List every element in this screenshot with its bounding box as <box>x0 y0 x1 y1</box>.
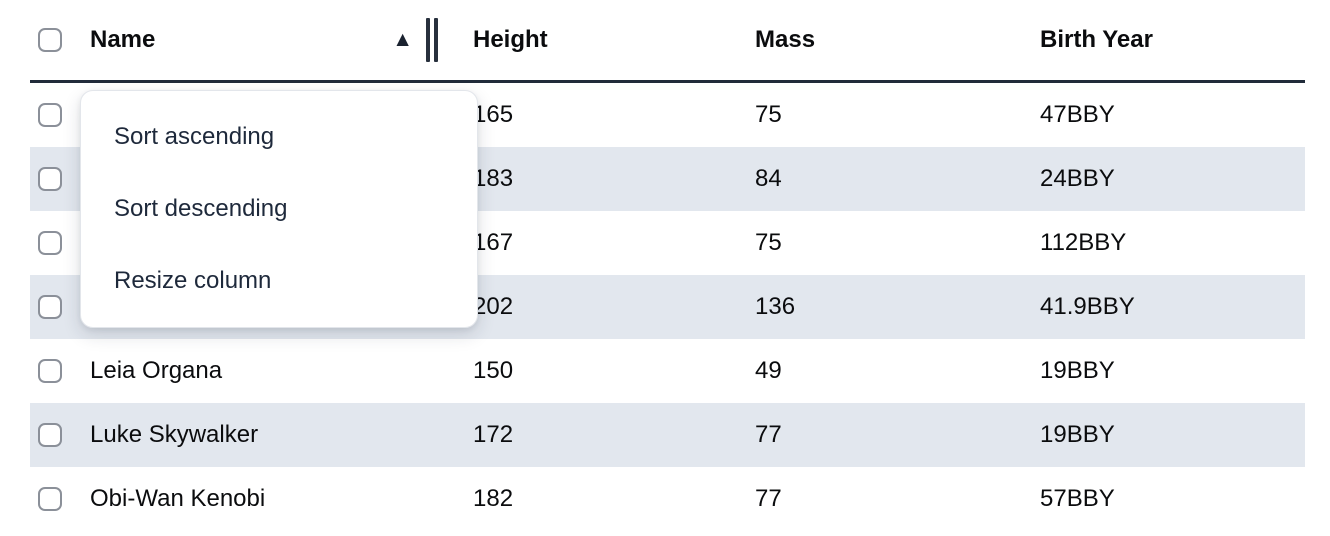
cell-mass: 77 <box>755 485 782 512</box>
row-checkbox[interactable] <box>38 231 62 255</box>
cell-mass: 75 <box>755 229 782 256</box>
row-checkbox[interactable] <box>38 295 62 319</box>
column-header-mass[interactable]: Mass <box>755 26 816 53</box>
row-checkbox[interactable] <box>38 487 62 511</box>
row-checkbox[interactable] <box>38 359 62 383</box>
cell-mass: 75 <box>755 101 782 128</box>
cell-mass: 77 <box>755 421 782 448</box>
table-row[interactable]: Luke Skywalker 172 77 19BBY <box>30 403 1305 467</box>
table-row[interactable]: Obi-Wan Kenobi 182 77 57BBY <box>30 467 1305 514</box>
cell-birth-year: 57BBY <box>1040 485 1115 512</box>
column-header-menu: Sort ascending Sort descending Resize co… <box>80 90 478 328</box>
cell-birth-year: 41.9BBY <box>1040 293 1135 320</box>
cell-height: 150 <box>473 357 514 384</box>
cell-birth-year: 19BBY <box>1040 357 1115 384</box>
cell-name: Luke Skywalker <box>90 421 259 448</box>
cell-height: 167 <box>473 229 514 256</box>
table-row[interactable]: Leia Organa 150 49 19BBY <box>30 339 1305 403</box>
header-checkbox-cell <box>30 28 90 52</box>
cell-birth-year: 24BBY <box>1040 165 1115 192</box>
cell-name: Obi-Wan Kenobi <box>90 485 266 512</box>
cell-birth-year: 112BBY <box>1040 229 1127 256</box>
cell-mass: 84 <box>755 165 782 192</box>
menu-item-sort-ascending[interactable]: Sort ascending <box>114 123 275 150</box>
cell-height: 202 <box>473 293 514 320</box>
cell-height: 165 <box>473 101 514 128</box>
column-header-name-label: Name <box>90 26 156 53</box>
cell-name: Leia Organa <box>90 357 223 384</box>
cell-mass: 49 <box>755 357 782 384</box>
menu-item-resize-column[interactable]: Resize column <box>114 267 272 294</box>
cell-height: 182 <box>473 485 514 512</box>
column-header-height[interactable]: Height <box>473 26 548 53</box>
row-checkbox[interactable] <box>38 167 62 191</box>
cell-birth-year: 47BBY <box>1040 101 1115 128</box>
cell-height: 172 <box>473 421 514 448</box>
menu-item-sort-descending[interactable]: Sort descending <box>114 195 288 222</box>
cell-mass: 136 <box>755 293 796 320</box>
table-header-row: Name ▲ Height Mass Birth Year <box>30 0 1305 83</box>
column-header-name[interactable]: Name ▲ <box>90 18 473 62</box>
column-header-birth-year[interactable]: Birth Year <box>1040 26 1153 53</box>
sort-ascending-icon: ▲ <box>392 27 413 51</box>
row-checkbox[interactable] <box>38 103 62 127</box>
cell-height: 183 <box>473 165 514 192</box>
column-resize-handle[interactable] <box>426 18 438 62</box>
cell-birth-year: 19BBY <box>1040 421 1115 448</box>
row-checkbox[interactable] <box>38 423 62 447</box>
select-all-checkbox[interactable] <box>38 28 62 52</box>
